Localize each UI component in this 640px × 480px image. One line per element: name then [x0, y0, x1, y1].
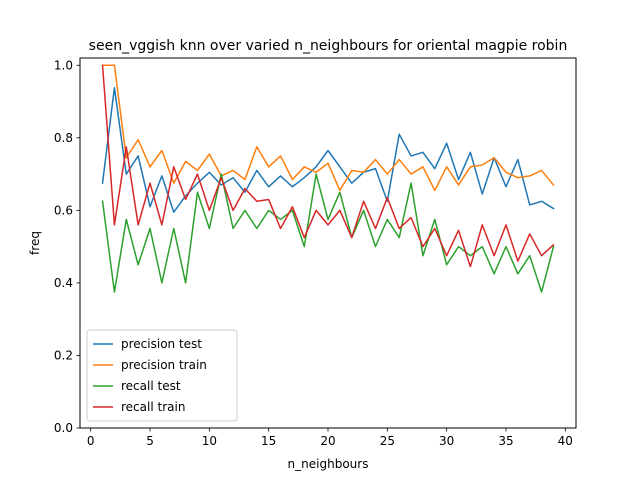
series-group	[101, 64, 555, 293]
x-tick-label: 25	[380, 434, 395, 448]
y-tick-label: 0.4	[54, 276, 73, 290]
legend-label-precision-train: precision train	[121, 358, 207, 372]
y-tick-label: 0.8	[54, 131, 73, 145]
legend-label-recall-test: recall test	[121, 379, 181, 393]
x-axis: 0 5 10 15 20 25 30 35 40	[87, 428, 573, 448]
x-tick-label: 40	[558, 434, 573, 448]
x-axis-label: n_neighbours	[288, 457, 369, 471]
legend-label-precision-test: precision test	[121, 337, 202, 351]
y-axis: 0.0 0.2 0.4 0.6 0.8 1.0	[54, 58, 80, 435]
chart-title: seen_vggish knn over varied n_neighbours…	[89, 38, 568, 54]
y-axis-label: freq	[28, 231, 42, 255]
legend: precision test precision train recall test…	[86, 329, 238, 422]
x-tick-label: 15	[261, 434, 276, 448]
series-line-recall-train	[101, 64, 555, 268]
series-line-precision-test	[101, 87, 555, 213]
series-line-recall-test	[101, 173, 555, 293]
legend-box	[86, 329, 238, 422]
y-tick-label: 1.0	[54, 58, 73, 72]
legend-label-recall-train: recall train	[121, 400, 185, 414]
x-tick-label: 0	[87, 434, 95, 448]
y-tick-label: 0.6	[54, 203, 73, 217]
x-tick-label: 35	[498, 434, 513, 448]
x-tick-label: 30	[439, 434, 454, 448]
x-tick-label: 5	[146, 434, 154, 448]
y-tick-label: 0.0	[54, 421, 73, 435]
x-tick-label: 20	[320, 434, 335, 448]
y-tick-label: 0.2	[54, 348, 73, 362]
x-tick-label: 10	[202, 434, 217, 448]
